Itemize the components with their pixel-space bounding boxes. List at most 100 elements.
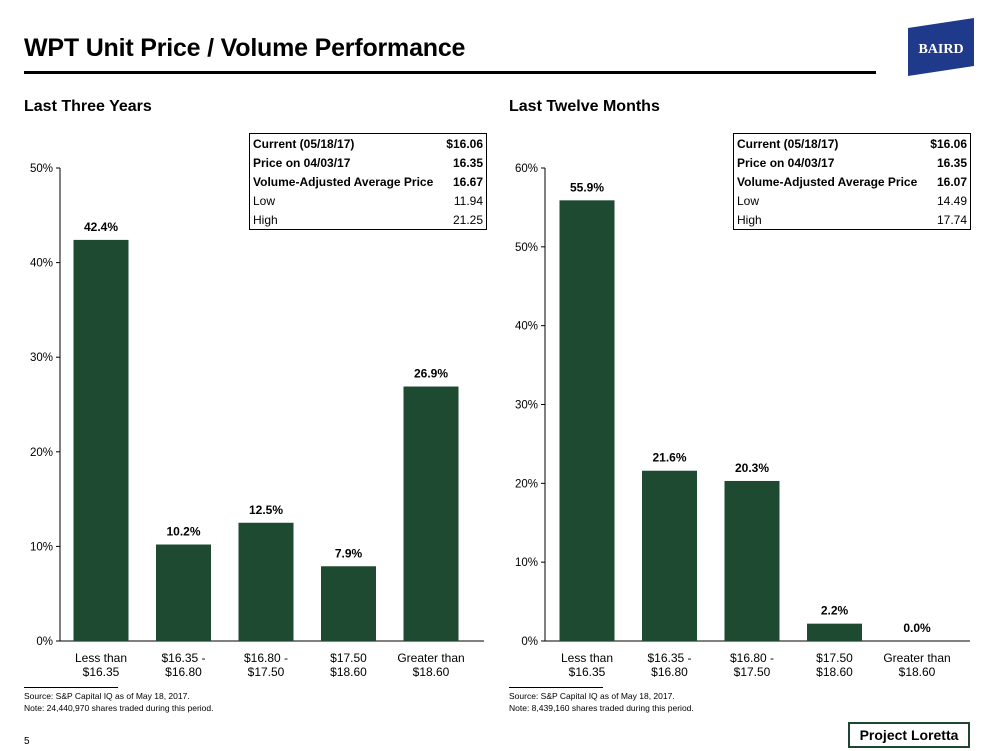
left-stat-value: 21.25 bbox=[452, 212, 483, 227]
left-source-note: Source: S&P Capital IQ as of May 18, 201… bbox=[24, 690, 214, 714]
right-stat-row: Low 14.49 bbox=[734, 191, 971, 210]
left-y-tick-label: 0% bbox=[36, 636, 53, 648]
left-stat-label: Current (05/18/17) bbox=[253, 136, 355, 151]
left-stats-table: Current (05/18/17) $16.06 Price on 04/03/1… bbox=[249, 133, 487, 230]
right-note: Note: 8,439,160 shares traded during thi… bbox=[509, 703, 694, 713]
left-stat-value: 16.67 bbox=[452, 174, 483, 189]
right-stat-row: Price on 04/03/17 16.35 bbox=[734, 153, 971, 172]
right-y-tick-label: 10% bbox=[515, 557, 538, 569]
right-y-tick-label: 0% bbox=[521, 636, 538, 648]
right-bar bbox=[559, 200, 615, 642]
left-data-label: 26.9% bbox=[414, 367, 448, 381]
right-stat-value: 16.35 bbox=[936, 155, 967, 170]
page-title: WPT Unit Price / Volume Performance bbox=[24, 34, 466, 62]
right-source-note: Source: S&P Capital IQ as of May 18, 201… bbox=[509, 690, 694, 714]
left-category-label: Greater than bbox=[397, 651, 464, 665]
left-source-rule bbox=[24, 687, 118, 688]
left-data-label: 42.4% bbox=[84, 220, 118, 234]
left-source: Source: S&P Capital IQ as of May 18, 201… bbox=[24, 691, 190, 701]
left-category-label: $18.60 bbox=[413, 665, 450, 679]
right-category-label: $17.50 bbox=[734, 665, 771, 679]
right-stat-label: High bbox=[737, 212, 762, 227]
right-category-label: $16.35 - bbox=[647, 651, 691, 665]
page-number: 5 bbox=[24, 736, 30, 747]
left-stat-row: Current (05/18/17) $16.06 bbox=[250, 134, 487, 154]
right-data-label: 2.2% bbox=[821, 604, 849, 618]
project-name-badge: Project Loretta bbox=[848, 722, 970, 748]
right-data-label: 21.6% bbox=[652, 451, 686, 465]
right-bar bbox=[807, 623, 862, 641]
left-data-label: 10.2% bbox=[166, 525, 200, 539]
right-chart: 0%10%20%30%40%50%60%55.9%Less than$16.35… bbox=[515, 163, 970, 679]
left-y-tick-label: 30% bbox=[30, 352, 53, 364]
right-stat-row: Current (05/18/17) $16.06 bbox=[734, 134, 971, 154]
left-data-label: 12.5% bbox=[249, 503, 283, 517]
left-stat-label: Price on 04/03/17 bbox=[253, 155, 351, 170]
right-stat-label: Volume-Adjusted Average Price bbox=[737, 174, 918, 189]
left-stat-value: $16.06 bbox=[446, 136, 483, 151]
right-stat-value: 16.07 bbox=[936, 174, 967, 189]
left-bar bbox=[403, 386, 459, 641]
left-category-label: $16.35 bbox=[83, 665, 120, 679]
left-data-label: 7.9% bbox=[335, 546, 363, 560]
right-category-label: $16.80 bbox=[651, 665, 688, 679]
left-stat-label: Low bbox=[253, 193, 276, 208]
right-stat-value: $16.06 bbox=[930, 136, 967, 151]
right-stat-label: Current (05/18/17) bbox=[737, 136, 839, 151]
left-note: Note: 24,440,970 shares traded during th… bbox=[24, 703, 214, 713]
right-data-label: 0.0% bbox=[903, 621, 931, 635]
left-y-tick-label: 50% bbox=[30, 163, 53, 175]
left-bar bbox=[73, 239, 129, 641]
left-stat-value: 11.94 bbox=[453, 193, 483, 208]
left-stat-row: High 21.25 bbox=[250, 210, 487, 230]
right-category-label: Less than bbox=[561, 651, 613, 665]
right-stat-label: Low bbox=[737, 193, 760, 208]
right-y-tick-label: 50% bbox=[515, 242, 538, 254]
left-category-label: $17.50 bbox=[330, 651, 367, 665]
right-category-label: $16.35 bbox=[569, 665, 606, 679]
left-stat-row: Volume-Adjusted Average Price 16.67 bbox=[250, 172, 487, 191]
left-chart-heading: Last Three Years bbox=[24, 98, 152, 115]
right-stat-row: High 17.74 bbox=[734, 210, 971, 230]
left-stat-row: Low 11.94 bbox=[250, 191, 487, 210]
right-stat-label: Price on 04/03/17 bbox=[737, 155, 835, 170]
right-data-label: 20.3% bbox=[735, 461, 769, 475]
right-stat-value: 14.49 bbox=[936, 193, 967, 208]
right-data-label: 55.9% bbox=[570, 180, 604, 194]
right-y-tick-label: 40% bbox=[515, 321, 538, 333]
left-chart: 0% 10% 20% 30% 40% 50% 42.4% Less than$16.35 10.… bbox=[30, 163, 484, 679]
baird-logo: BAIRD bbox=[908, 18, 974, 76]
right-bar bbox=[724, 480, 780, 641]
right-chart-heading: Last Twelve Months bbox=[509, 98, 660, 115]
left-category-label: $16.80 - bbox=[244, 651, 288, 665]
left-y-tick-label: 20% bbox=[30, 447, 53, 459]
left-stat-row: Price on 04/03/17 16.35 bbox=[250, 153, 487, 172]
left-category-label: Less than bbox=[75, 651, 127, 665]
left-stat-label: High bbox=[253, 212, 278, 227]
left-bar bbox=[238, 522, 294, 641]
logo-text: BAIRD bbox=[918, 42, 963, 57]
right-y-tick-label: 30% bbox=[515, 400, 538, 412]
left-category-label: $17.50 bbox=[248, 665, 285, 679]
right-source: Source: S&P Capital IQ as of May 18, 201… bbox=[509, 691, 675, 701]
left-stat-label: Volume-Adjusted Average Price bbox=[253, 174, 434, 189]
right-stat-value: 17.74 bbox=[936, 212, 967, 227]
right-category-label: $16.80 - bbox=[730, 651, 774, 665]
left-bar bbox=[321, 566, 376, 641]
left-stat-value: 16.35 bbox=[452, 155, 483, 170]
right-y-tick-label: 60% bbox=[515, 163, 538, 175]
right-stat-row: Volume-Adjusted Average Price 16.07 bbox=[734, 172, 971, 191]
left-y-tick-label: 10% bbox=[30, 541, 53, 553]
right-category-label: $18.60 bbox=[816, 665, 853, 679]
left-category-label: $18.60 bbox=[330, 665, 367, 679]
right-stats-table: Current (05/18/17) $16.06 Price on 04/03/1… bbox=[733, 133, 971, 230]
title-rule bbox=[24, 71, 876, 74]
right-source-rule bbox=[509, 687, 603, 688]
right-bar bbox=[642, 470, 697, 641]
right-category-label: Greater than bbox=[883, 651, 950, 665]
right-y-tick-label: 20% bbox=[515, 478, 538, 490]
left-bar bbox=[156, 544, 211, 641]
right-category-label: $17.50 bbox=[816, 651, 853, 665]
left-category-label: $16.80 bbox=[165, 665, 202, 679]
right-category-label: $18.60 bbox=[899, 665, 936, 679]
